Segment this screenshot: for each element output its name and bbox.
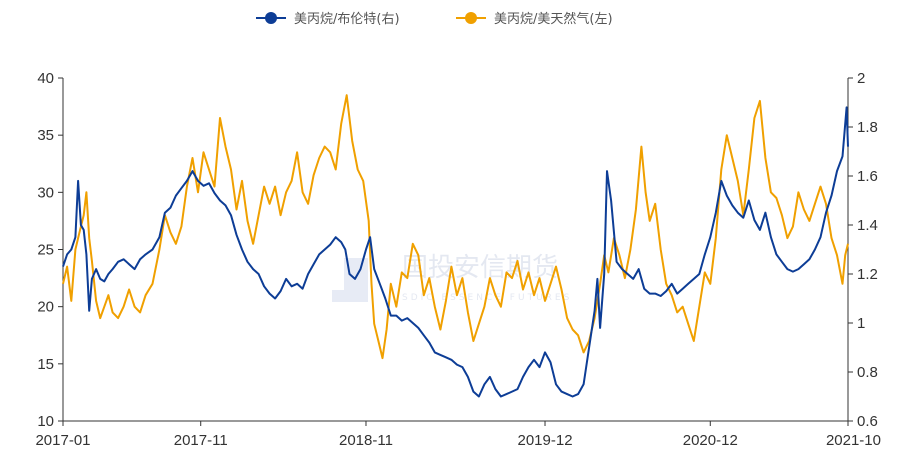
- y-left-tick-label: 20: [37, 299, 54, 316]
- axes: [62, 78, 849, 422]
- y-right-tick-label: 2: [857, 70, 865, 87]
- x-tick-label: 2017-11: [174, 432, 228, 449]
- y-left-tick-label: 40: [37, 70, 54, 87]
- legend: 美丙烷/布伦特(右) 美丙烷/美天然气(左): [256, 11, 613, 27]
- series-line-propane-natgas: [62, 94, 849, 360]
- y-right-ticks: 0.6 0.8 1 1.2 1.4 1.6 1.8 2: [848, 70, 878, 430]
- x-tick-label: 2021-10: [826, 432, 881, 449]
- y-right-tick-label: 1.4: [857, 217, 878, 234]
- y-left-tick-label: 30: [37, 184, 54, 201]
- y-right-tick-label: 1.2: [857, 266, 878, 283]
- legend-label-propane-brent: 美丙烷/布伦特(右): [294, 12, 400, 27]
- series-line-propane-brent: [62, 106, 849, 398]
- y-left-tick-label: 35: [37, 127, 54, 144]
- y-right-tick-label: 0.8: [857, 364, 878, 381]
- series-layer: [62, 94, 849, 398]
- legend-marker-propane-natgas: [465, 12, 477, 24]
- svg-text:国投安信期货: 国投安信期货: [402, 253, 558, 283]
- y-right-tick-label: 0.6: [857, 413, 878, 430]
- x-tick-label: 2018-11: [339, 432, 393, 449]
- legend-label-propane-natgas: 美丙烷/美天然气(左): [494, 11, 613, 27]
- x-tick-label: 2017-01: [35, 432, 90, 449]
- legend-marker-propane-brent: [265, 12, 277, 24]
- y-right-tick-label: 1: [857, 315, 865, 332]
- watermark-logo: 国投安信期货 SDIC ESSENCE FUTURES: [332, 253, 569, 303]
- x-tick-label: 2019-12: [517, 432, 572, 449]
- y-left-tick-label: 10: [37, 413, 54, 430]
- x-ticks: 2017-01 2017-11 2018-11 2019-12 2020-12 2021-…: [35, 421, 881, 449]
- x-tick-label: 2020-12: [683, 432, 738, 449]
- legend-item-propane-natgas[interactable]: 美丙烷/美天然气(左): [456, 11, 613, 27]
- y-left-ticks: 10 15 20 25 30 35 40: [37, 70, 63, 430]
- y-right-tick-label: 1.6: [857, 168, 878, 185]
- legend-item-propane-brent[interactable]: 美丙烷/布伦特(右): [256, 12, 400, 27]
- y-right-tick-label: 1.8: [857, 119, 878, 136]
- y-left-tick-label: 25: [37, 242, 54, 259]
- y-left-tick-label: 15: [37, 356, 54, 373]
